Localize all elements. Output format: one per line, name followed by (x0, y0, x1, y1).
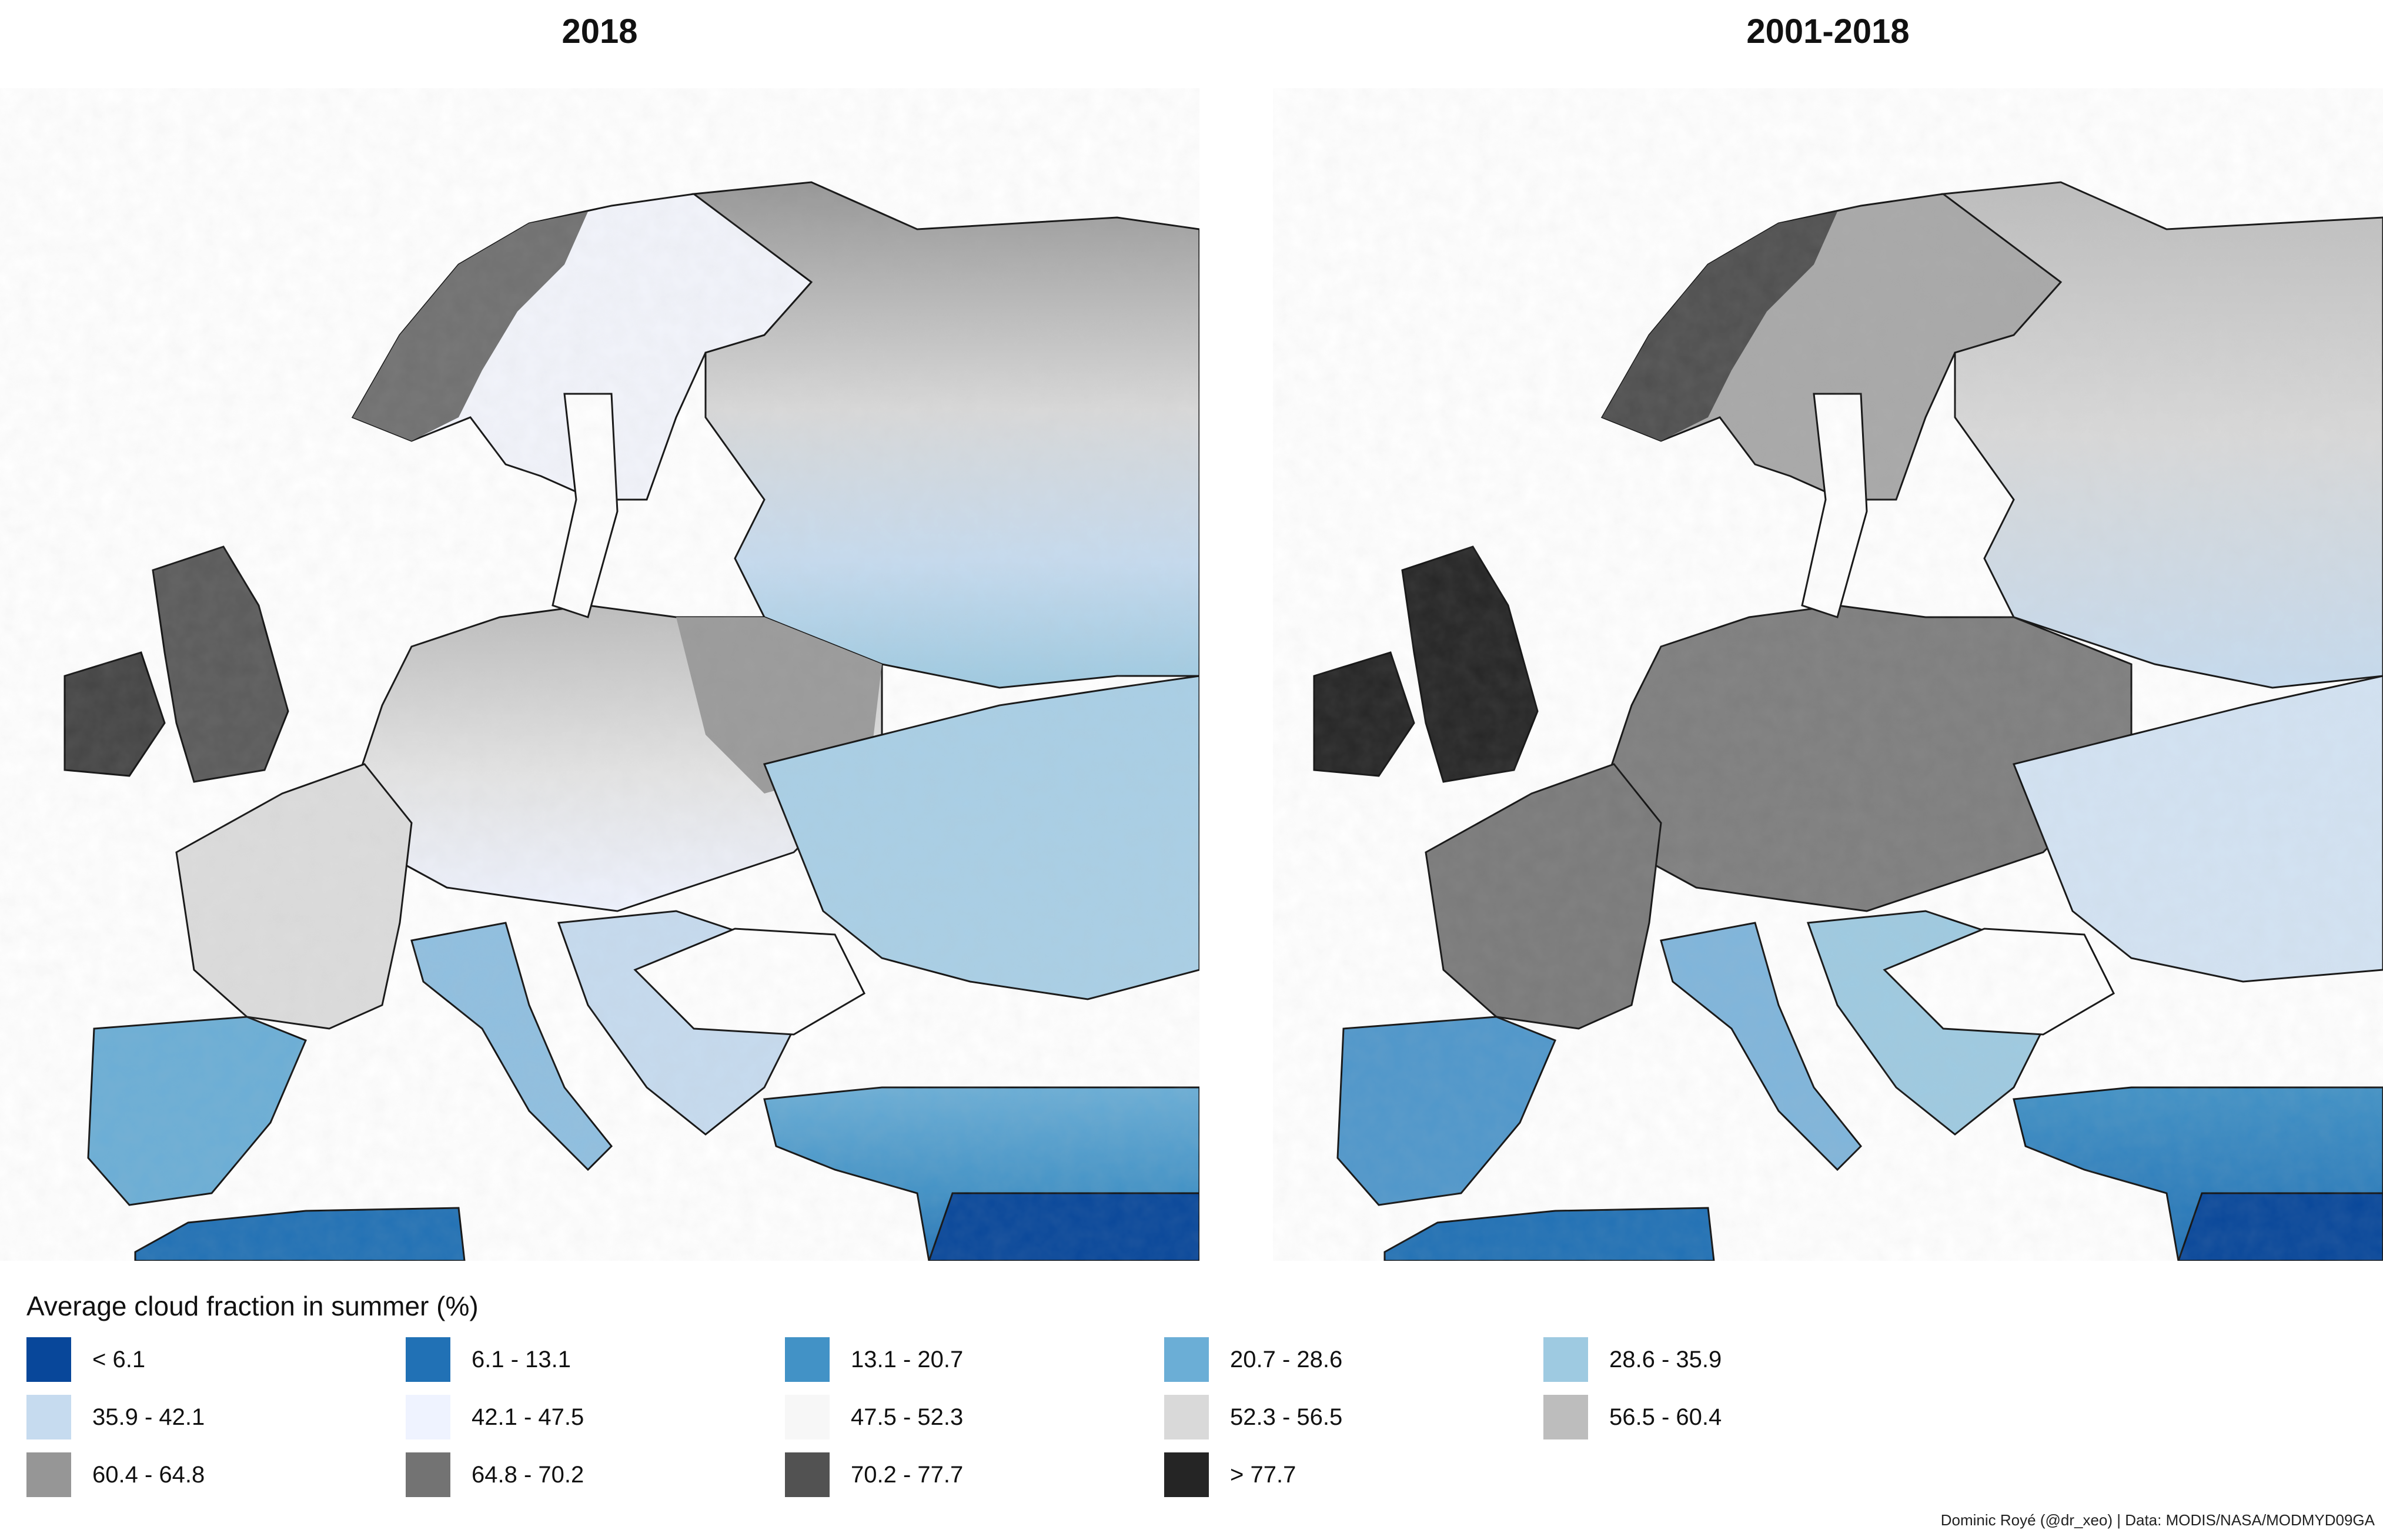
legend-label: 56.5 - 60.4 (1609, 1404, 1722, 1430)
panel-title-2001-2018: 2001-2018 (1746, 12, 1910, 51)
legend-item: 20.7 - 28.6 (1164, 1337, 1543, 1382)
legend-label: 6.1 - 13.1 (472, 1346, 571, 1372)
legend-label: 47.5 - 52.3 (851, 1404, 964, 1430)
legend-swatch (26, 1452, 71, 1497)
legend-label: 28.6 - 35.9 (1609, 1346, 1722, 1372)
legend-item: 70.2 - 77.7 (785, 1452, 1164, 1497)
legend-label: > 77.7 (1230, 1461, 1296, 1488)
legend-label: 35.9 - 42.1 (92, 1404, 205, 1430)
legend-item: 13.1 - 20.7 (785, 1337, 1164, 1382)
legend-label: 52.3 - 56.5 (1230, 1404, 1343, 1430)
legend-item: < 6.1 (26, 1337, 406, 1382)
legend-item: 56.5 - 60.4 (1543, 1395, 1923, 1439)
legend-swatch (26, 1395, 71, 1439)
legend-swatch (785, 1452, 830, 1497)
legend-item: 42.1 - 47.5 (406, 1395, 785, 1439)
map-2001-2018 (1273, 88, 2383, 1261)
legend-swatch (1543, 1395, 1588, 1439)
legend-swatch (1164, 1452, 1209, 1497)
legend: Average cloud fraction in summer (%) < 6… (26, 1290, 1923, 1497)
legend-swatch (1164, 1395, 1209, 1439)
legend-label: 60.4 - 64.8 (92, 1461, 205, 1488)
panel-title-2018: 2018 (562, 12, 638, 51)
legend-item: 64.8 - 70.2 (406, 1452, 785, 1497)
legend-item: 52.3 - 56.5 (1164, 1395, 1543, 1439)
legend-swatch (406, 1395, 450, 1439)
legend-label: 70.2 - 77.7 (851, 1461, 964, 1488)
legend-title: Average cloud fraction in summer (%) (26, 1291, 479, 1321)
legend-swatch (1543, 1337, 1588, 1382)
legend-label: 20.7 - 28.6 (1230, 1346, 1343, 1372)
legend-item: 60.4 - 64.8 (26, 1452, 406, 1497)
legend-swatch (785, 1337, 830, 1382)
legend-grid: < 6.1 6.1 - 13.1 13.1 - 20.7 20.7 - 28.6 28.… (26, 1337, 1923, 1497)
legend-label: 64.8 - 70.2 (472, 1461, 584, 1488)
legend-item: 47.5 - 52.3 (785, 1395, 1164, 1439)
legend-label: < 6.1 (92, 1346, 146, 1372)
legend-swatch (406, 1337, 450, 1382)
legend-item: 6.1 - 13.1 (406, 1337, 785, 1382)
legend-label: 42.1 - 47.5 (472, 1404, 584, 1430)
legend-item: 35.9 - 42.1 (26, 1395, 406, 1439)
legend-label: 13.1 - 20.7 (851, 1346, 964, 1372)
map-2018 (0, 88, 1199, 1261)
legend-item: > 77.7 (1164, 1452, 1543, 1497)
legend-swatch (406, 1452, 450, 1497)
legend-item: 28.6 - 35.9 (1543, 1337, 1923, 1382)
legend-swatch (26, 1337, 71, 1382)
legend-swatch (785, 1395, 830, 1439)
credit-text: Dominic Royé (@dr_xeo) | Data: MODIS/NAS… (1940, 1511, 2375, 1529)
legend-swatch (1164, 1337, 1209, 1382)
